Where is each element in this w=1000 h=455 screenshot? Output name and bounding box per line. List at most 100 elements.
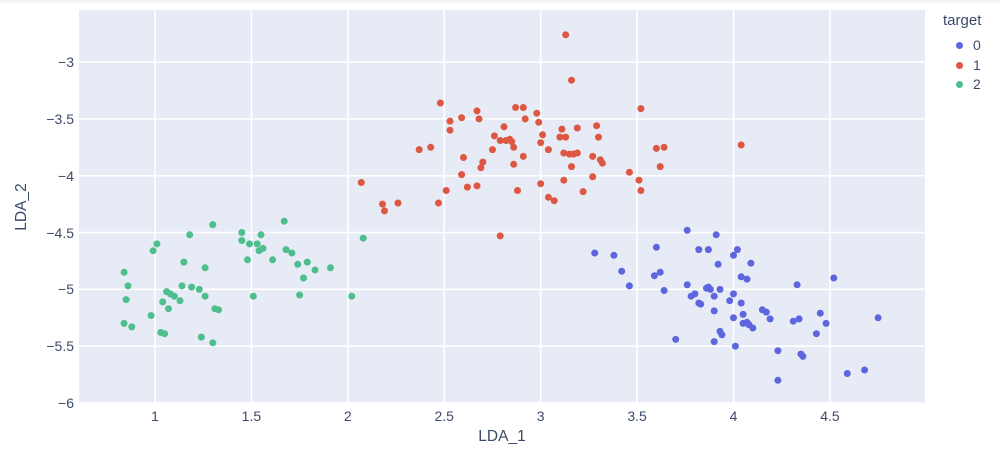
data-point-target-1	[558, 125, 566, 133]
data-point-target-0	[737, 273, 745, 281]
data-point-target-2	[244, 256, 251, 264]
data-point-target-1	[519, 152, 527, 160]
data-point-target-1	[446, 117, 454, 125]
data-point-target-2	[124, 282, 132, 290]
data-point-target-2	[128, 323, 136, 331]
data-point-target-0	[695, 246, 703, 254]
data-point-target-2	[300, 274, 307, 282]
data-point-target-0	[830, 274, 838, 282]
legend-item-1[interactable]: 1	[941, 56, 981, 76]
data-point-target-1	[568, 163, 575, 171]
data-point-target-2	[288, 249, 296, 257]
data-point-target-0	[743, 275, 751, 283]
data-point-target-1	[535, 118, 543, 126]
data-point-target-0	[843, 370, 851, 377]
legend-marker-icon	[956, 81, 963, 89]
data-point-target-2	[159, 298, 167, 306]
data-point-target-1	[568, 76, 575, 84]
data-point-target-1	[475, 115, 483, 123]
data-point-target-0	[747, 259, 755, 267]
data-point-target-1	[637, 105, 645, 113]
data-point-target-0	[730, 290, 737, 298]
data-point-target-0	[861, 366, 869, 374]
data-point-target-0	[816, 309, 824, 317]
data-point-target-2	[215, 306, 223, 314]
data-point-target-2	[186, 231, 194, 239]
legend-item-2[interactable]: 2	[941, 75, 981, 95]
data-point-target-1	[496, 232, 504, 240]
x-axis-title: LDA_1	[478, 428, 526, 445]
data-point-target-2	[201, 292, 209, 300]
data-point-target-0	[610, 251, 618, 259]
data-point-target-2	[178, 282, 186, 290]
data-point-target-2	[170, 292, 178, 300]
y-tick-label: −5.5	[46, 338, 74, 355]
data-point-target-1	[415, 146, 423, 154]
data-point-target-1	[510, 143, 518, 151]
x-tick-label: 4.5	[820, 408, 840, 424]
data-point-target-1	[589, 173, 597, 181]
data-point-target-2	[153, 240, 161, 248]
data-point-target-0	[789, 317, 797, 325]
plot-area[interactable]	[79, 10, 925, 403]
data-point-target-1	[446, 126, 454, 134]
data-point-target-0	[714, 260, 722, 268]
data-point-target-1	[625, 168, 633, 176]
data-point-target-2	[249, 292, 257, 300]
data-point-target-2	[176, 297, 184, 305]
data-point-target-0	[730, 314, 737, 322]
gridlines	[79, 10, 925, 404]
data-point-target-1	[660, 143, 668, 151]
data-point-target-0	[795, 315, 803, 323]
data-point-target-2	[296, 291, 304, 299]
data-point-target-1	[490, 132, 498, 140]
data-point-target-2	[197, 333, 205, 341]
x-tick-label: 4	[729, 408, 738, 424]
data-point-target-1	[436, 99, 444, 107]
x-tick-label: 2.5	[434, 408, 454, 424]
data-point-target-2	[311, 266, 319, 274]
y-tick-label: −3	[58, 54, 74, 71]
data-point-target-2	[294, 260, 302, 268]
data-point-target-1	[473, 107, 481, 115]
data-point-target-1	[442, 187, 450, 194]
data-point-target-1	[379, 200, 386, 208]
data-point-target-1	[635, 176, 643, 184]
data-point-target-0	[618, 267, 626, 275]
data-point-target-0	[799, 352, 807, 360]
data-point-target-0	[683, 281, 691, 289]
data-point-target-1	[460, 154, 467, 161]
data-point-target-2	[120, 268, 128, 276]
data-point-target-2	[161, 330, 169, 338]
data-point-target-0	[749, 324, 757, 332]
legend-marker-icon	[956, 61, 963, 69]
data-point-target-1	[652, 144, 660, 152]
legend: target 0 1 2	[941, 12, 981, 95]
data-point-target-1	[737, 141, 745, 149]
data-point-target-0	[718, 331, 726, 339]
data-point-target-1	[473, 182, 481, 190]
data-point-target-2	[195, 285, 203, 293]
data-point-target-0	[697, 300, 705, 308]
x-tick-label: 2	[343, 408, 352, 424]
data-point-target-1	[435, 199, 442, 207]
data-point-target-0	[712, 231, 720, 239]
y-axis-title: LDA_2	[13, 182, 30, 231]
legend-item-label: 0	[973, 37, 981, 54]
data-point-target-0	[733, 246, 741, 254]
data-point-target-1	[539, 131, 547, 139]
data-point-target-2	[359, 234, 367, 242]
data-point-target-0	[710, 307, 718, 315]
y-tick-label: −4.5	[46, 224, 74, 241]
data-point-target-1	[512, 104, 520, 111]
data-point-target-0	[706, 285, 714, 293]
legend-item-0[interactable]: 0	[941, 36, 981, 56]
data-point-target-1	[544, 146, 552, 154]
data-point-target-2	[238, 237, 246, 244]
data-point-target-1	[573, 124, 581, 132]
data-point-target-0	[874, 314, 882, 322]
data-point-target-2	[259, 244, 267, 252]
data-point-target-1	[510, 160, 518, 168]
data-point-target-2	[257, 231, 265, 239]
x-tick-label: 3.5	[627, 408, 647, 424]
